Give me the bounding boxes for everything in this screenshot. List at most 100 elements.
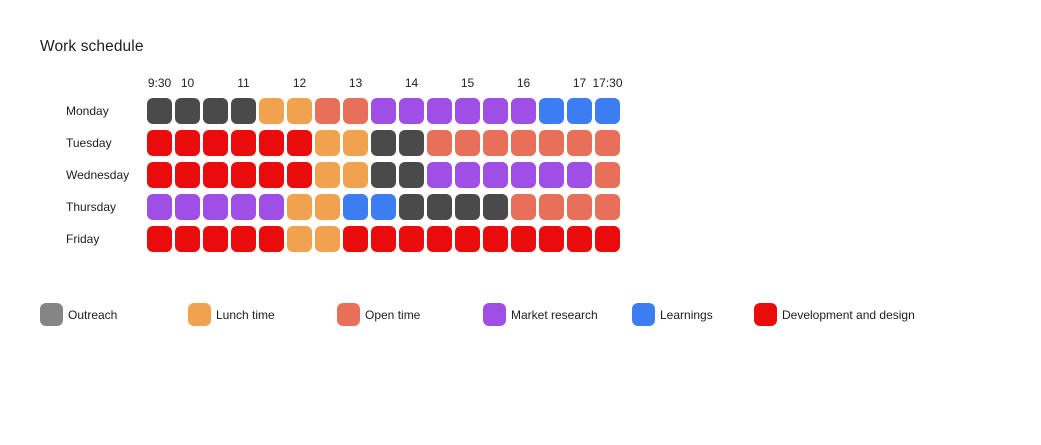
- schedule-cell-open: [511, 194, 536, 220]
- schedule-cell-learnings: [343, 194, 368, 220]
- schedule-cell-market: [511, 98, 536, 124]
- schedule-cell-lunch: [315, 162, 340, 188]
- schedule-cell-outreach: [455, 194, 480, 220]
- schedule-cell-open: [539, 194, 564, 220]
- day-row: Monday: [0, 98, 1041, 124]
- legend-label: Market research: [511, 307, 598, 322]
- day-label: Thursday: [66, 200, 117, 214]
- day-label: Tuesday: [66, 136, 112, 150]
- schedule-cell-open: [595, 162, 620, 188]
- legend-swatch-market: [483, 303, 506, 326]
- time-tick-label: 17: [572, 76, 587, 90]
- day-cells: [147, 194, 620, 220]
- schedule-cell-open: [483, 130, 508, 156]
- schedule-cell-market: [427, 162, 452, 188]
- legend-label: Lunch time: [216, 307, 275, 322]
- day-label: Monday: [66, 104, 109, 118]
- legend-swatch-open: [337, 303, 360, 326]
- day-row: Thursday: [0, 194, 1041, 220]
- schedule-cell-open: [511, 130, 536, 156]
- schedule-cell-dev: [259, 226, 284, 252]
- schedule-cell-market: [231, 194, 256, 220]
- schedule-cell-market: [539, 162, 564, 188]
- time-tick-label: 9:30: [147, 76, 172, 90]
- schedule-cell-market: [147, 194, 172, 220]
- schedule-cell-market: [511, 162, 536, 188]
- legend-label: Outreach: [68, 307, 118, 322]
- schedule-cell-open: [595, 194, 620, 220]
- time-tick-label: 17:30: [592, 76, 623, 90]
- schedule-cell-lunch: [315, 130, 340, 156]
- schedule-cell-dev: [203, 226, 228, 252]
- schedule-cell-dev: [511, 226, 536, 252]
- time-tick-label: 12: [292, 76, 307, 90]
- schedule-cell-learnings: [539, 98, 564, 124]
- page-title: Work schedule: [40, 38, 144, 55]
- schedule-cell-dev: [231, 226, 256, 252]
- schedule-cell-outreach: [203, 98, 228, 124]
- schedule-cell-outreach: [399, 162, 424, 188]
- schedule-cell-learnings: [595, 98, 620, 124]
- schedule-cell-dev: [427, 226, 452, 252]
- schedule-cell-dev: [175, 130, 200, 156]
- schedule-cell-dev: [371, 226, 396, 252]
- schedule-cell-lunch: [315, 194, 340, 220]
- day-row: Friday: [0, 226, 1041, 252]
- schedule-cell-market: [455, 98, 480, 124]
- time-axis: 9:30 10 11 12 13 14 15 16 17 17:30: [147, 76, 1041, 96]
- legend-item-outreach: Outreach: [40, 303, 117, 326]
- schedule-cell-dev: [203, 162, 228, 188]
- schedule-cell-outreach: [399, 130, 424, 156]
- schedule-rows: Monday Tuesday Wednesday Thursday Friday: [0, 98, 1041, 252]
- schedule-cell-open: [567, 194, 592, 220]
- day-cells: [147, 226, 620, 252]
- day-cells: [147, 130, 620, 156]
- legend-item-open: Open time: [337, 303, 420, 326]
- schedule-cell-dev: [483, 226, 508, 252]
- legend-item-dev: Development and design: [754, 303, 915, 326]
- schedule-cell-outreach: [427, 194, 452, 220]
- schedule-cell-dev: [147, 130, 172, 156]
- schedule-cell-open: [343, 98, 368, 124]
- legend-label: Development and design: [782, 307, 915, 322]
- schedule-cell-dev: [175, 162, 200, 188]
- schedule-cell-dev: [147, 226, 172, 252]
- schedule-cell-market: [427, 98, 452, 124]
- legend: Outreach Lunch time Open time Market resear…: [0, 303, 1041, 327]
- schedule-cell-dev: [259, 130, 284, 156]
- schedule-cell-dev: [455, 226, 480, 252]
- schedule-cell-dev: [343, 226, 368, 252]
- schedule-cell-market: [203, 194, 228, 220]
- day-label: Wednesday: [66, 168, 130, 182]
- schedule-cell-learnings: [567, 98, 592, 124]
- schedule-cell-open: [315, 98, 340, 124]
- schedule-cell-dev: [539, 226, 564, 252]
- schedule-cell-dev: [203, 130, 228, 156]
- time-tick-label: 11: [237, 76, 250, 90]
- schedule-cell-dev: [231, 162, 256, 188]
- schedule-cell-open: [455, 130, 480, 156]
- schedule-cell-dev: [231, 130, 256, 156]
- schedule-cell-open: [539, 130, 564, 156]
- schedule-chart: 9:30 10 11 12 13 14 15 16 17 17:30 Monday Tuesday W…: [0, 76, 1041, 258]
- schedule-cell-lunch: [343, 130, 368, 156]
- schedule-cell-dev: [259, 162, 284, 188]
- schedule-cell-market: [455, 162, 480, 188]
- day-cells: [147, 98, 620, 124]
- schedule-cell-lunch: [287, 194, 312, 220]
- schedule-cell-outreach: [371, 162, 396, 188]
- legend-item-market: Market research: [483, 303, 598, 326]
- schedule-cell-lunch: [287, 98, 312, 124]
- schedule-cell-market: [567, 162, 592, 188]
- legend-swatch-lunch: [188, 303, 211, 326]
- legend-swatch-dev: [754, 303, 777, 326]
- schedule-cell-open: [595, 130, 620, 156]
- schedule-cell-market: [175, 194, 200, 220]
- schedule-cell-dev: [399, 226, 424, 252]
- schedule-cell-dev: [287, 130, 312, 156]
- schedule-cell-outreach: [399, 194, 424, 220]
- legend-label: Open time: [365, 307, 421, 322]
- legend-item-lunch: Lunch time: [188, 303, 275, 326]
- schedule-cell-dev: [567, 226, 592, 252]
